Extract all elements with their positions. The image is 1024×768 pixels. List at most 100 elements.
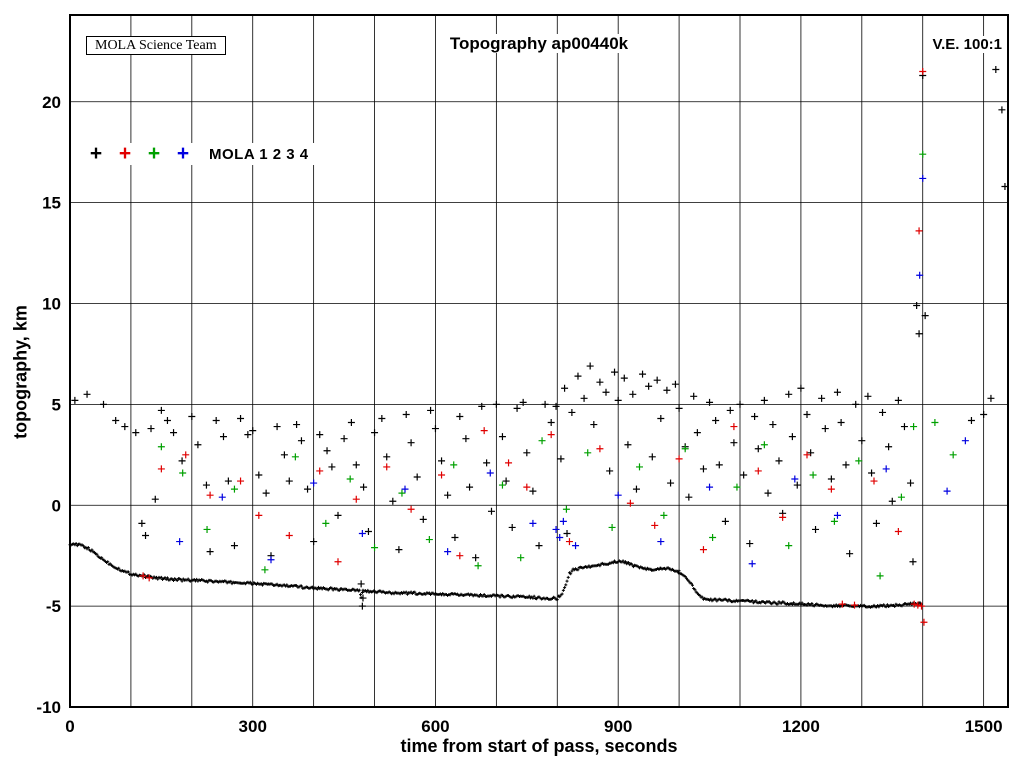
scatter-point-mola-1: [492, 400, 500, 408]
scatter-point-mola-1: [788, 433, 796, 441]
scatter-point-mola-1: [360, 483, 368, 491]
scatter-point-mola-1: [888, 497, 896, 505]
scatter-point-mola-2: [456, 552, 464, 560]
scatter-point-mola-1: [760, 396, 768, 404]
scatter-point-mola-1: [383, 453, 391, 461]
scatter-point-mola-3: [760, 441, 768, 449]
scatter-point-mola-2: [699, 546, 707, 554]
scatter-point-mola-4: [919, 174, 927, 182]
scatter-point-mola-3: [809, 471, 817, 479]
scatter-point-mola-2: [596, 445, 604, 453]
scatter-point-mola-1: [371, 429, 379, 437]
scatter-point-mola-1: [456, 412, 464, 420]
ground-track-point: [564, 583, 568, 587]
scatter-point-mola-1: [502, 477, 510, 485]
ground-track-point: [621, 559, 625, 563]
scatter-point-mola-1: [967, 417, 975, 425]
ground-track-point: [175, 578, 179, 582]
scatter-point-mola-2: [626, 499, 634, 507]
scatter-point-mola-1: [100, 400, 107, 408]
scatter-point-mola-2: [651, 521, 659, 529]
ground-track-point: [709, 597, 713, 601]
scatter-point-mola-3: [322, 519, 330, 527]
ground-track-point: [106, 560, 110, 564]
ground-track-point: [776, 602, 780, 606]
scatter-point-mola-2: [779, 513, 787, 521]
scatter-point-mola-4: [218, 493, 226, 501]
scatter-point-mola-4: [267, 556, 275, 564]
ground-track-point: [627, 561, 631, 565]
x-tick-label: 300: [239, 717, 267, 736]
scatter-point-mola-1: [639, 370, 647, 378]
scatter-point-mola-1: [746, 540, 754, 548]
scatter-point-mola-1: [206, 548, 214, 556]
scatter-point-mola-3: [230, 485, 238, 493]
scatter-point-mola-1: [519, 398, 527, 406]
scatter-point-mola-3: [517, 554, 525, 562]
science-team-box: MOLA Science Team: [86, 36, 226, 55]
ground-track-point: [750, 599, 754, 603]
scatter-point-mola-1: [821, 425, 829, 433]
scatter-point-mola-1: [219, 433, 227, 441]
y-tick-label: 15: [42, 194, 61, 213]
scatter-point-mola-4: [791, 475, 799, 483]
scatter-point-mola-1: [980, 410, 988, 418]
scatter-point-mola-1: [419, 515, 427, 523]
scatter-point-mola-1: [547, 419, 555, 427]
scatter-point-mola-1: [151, 495, 159, 503]
scatter-point-mola-4: [943, 487, 951, 495]
scatter-point-mola-3: [830, 517, 838, 525]
scatter-point-mola-1: [71, 396, 79, 404]
scatter-point-mola-1: [378, 414, 386, 422]
scatter-point-mola-1: [764, 489, 772, 497]
ground-track-point: [698, 593, 702, 597]
scatter-point-mola-4: [401, 485, 409, 493]
scatter-point-mola-1: [402, 410, 410, 418]
scatter-point-mola-2: [255, 511, 263, 519]
scatter-point-mola-1: [541, 400, 549, 408]
scatter-point-mola-1: [170, 429, 178, 437]
scatter-point-mola-2: [838, 600, 846, 608]
ground-track-point: [285, 583, 289, 587]
scatter-point-mola-1: [328, 463, 336, 471]
scatter-point-mola-3: [876, 572, 884, 580]
scatter-point-mola-1: [487, 507, 495, 515]
scatter-point-mola-1: [561, 384, 569, 392]
scatter-point-mola-3: [897, 493, 905, 501]
scatter-point-mola-1: [657, 414, 665, 422]
ground-track-point: [477, 594, 481, 598]
scatter-point-mola-1: [721, 517, 729, 525]
scatter-point-mola-1: [736, 400, 744, 408]
scatter-point-mola-3: [425, 536, 433, 544]
scatter-point-mola-1: [297, 437, 305, 445]
scatter-point-mola-3: [538, 437, 546, 445]
ground-track-point: [95, 552, 99, 556]
scatter-point-mola-1: [413, 473, 421, 481]
ground-track-point: [359, 593, 363, 597]
scatter-point-mola-1: [645, 382, 653, 390]
ground-track-point: [74, 541, 78, 545]
y-tick-label: 10: [42, 295, 61, 314]
scatter-point-mola-3: [931, 419, 939, 427]
ground-track-point: [224, 579, 228, 583]
vertical-exaggeration-label: V.E. 100:1: [928, 36, 1006, 53]
plot-border: [69, 14, 1009, 708]
ground-track-point: [195, 577, 199, 581]
scatter-point-mola-3: [450, 461, 458, 469]
scatter-point-mola-4: [552, 525, 560, 533]
scatter-point-mola-4: [176, 538, 184, 546]
x-axis-title: time from start of pass, seconds: [392, 736, 686, 756]
scatter-point-mola-2: [754, 467, 762, 475]
scatter-point-mola-1: [833, 388, 841, 396]
x-axis-title-wrap: time from start of pass, seconds: [70, 736, 1008, 757]
ground-track-point: [677, 569, 681, 573]
scatter-point-mola-2: [914, 601, 922, 609]
ground-track-point: [570, 569, 574, 573]
ground-track-point: [675, 569, 679, 573]
scatter-point-mola-2: [145, 574, 153, 582]
scatter-point-mola-1: [112, 417, 120, 425]
scatter-point-mola-3: [203, 525, 211, 533]
legend-label: MOLA 1 2 3 4: [209, 145, 309, 163]
scatter-point-mola-4: [657, 538, 665, 546]
scatter-point-mola-1: [316, 431, 324, 439]
